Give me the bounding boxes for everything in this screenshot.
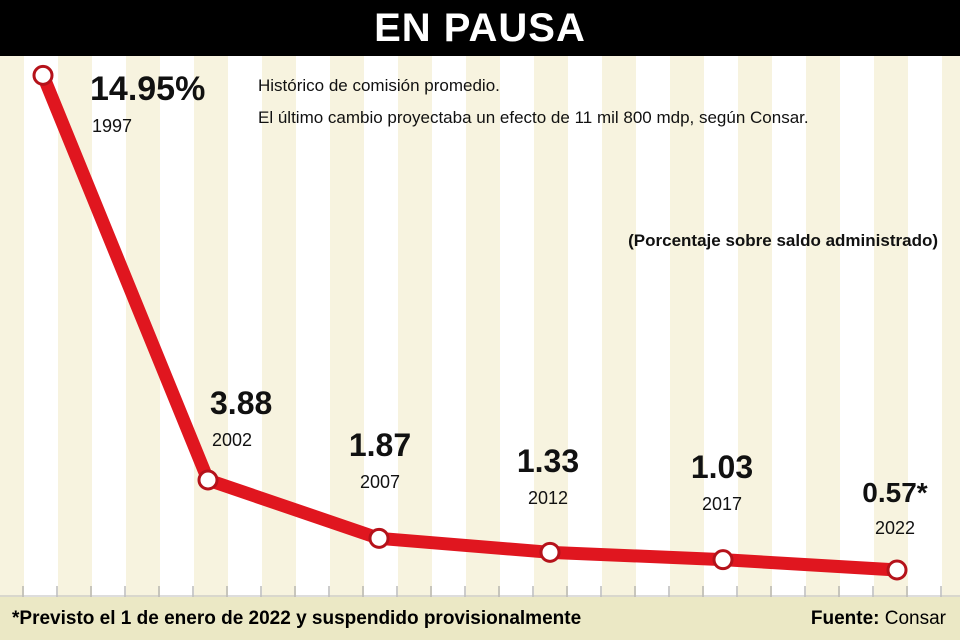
background-stripe — [840, 56, 874, 597]
source: Fuente: Consar — [811, 597, 946, 640]
background-stripe — [738, 56, 772, 597]
background-stripe — [772, 56, 806, 597]
background-stripe — [942, 56, 960, 597]
x-tick-label: 1997 — [92, 116, 132, 136]
background-stripe — [194, 56, 228, 597]
x-tick-label: 2017 — [702, 494, 742, 514]
footer: *Previsto el 1 de enero de 2022 y suspen… — [0, 597, 960, 640]
background-stripe — [874, 56, 908, 597]
data-label: 0.57* — [862, 477, 927, 508]
source-label: Fuente: — [810, 608, 880, 629]
background-stripe — [908, 56, 942, 597]
source-value: Consar — [884, 608, 946, 629]
series-line — [36, 68, 904, 577]
data-label: 1.33 — [517, 443, 579, 479]
background-stripe — [160, 56, 194, 597]
background-stripe — [92, 56, 126, 597]
background-stripe — [602, 56, 636, 597]
background-stripe — [534, 56, 568, 597]
background-stripe — [568, 56, 602, 597]
x-tick-label: 2002 — [212, 430, 252, 450]
data-point — [712, 549, 734, 571]
background-stripe — [432, 56, 466, 597]
data-label: 3.88 — [210, 385, 272, 421]
unit-note: (Porcentaje sobre saldo administrado) — [628, 231, 938, 250]
background-stripe — [670, 56, 704, 597]
background-stripe — [500, 56, 534, 597]
line-chart: 14.95% 1997 3.88 2002 1.87 2007 1.33 2012 1.03 20… — [0, 56, 960, 597]
data-point — [32, 64, 54, 86]
x-tick-label: 2022 — [875, 518, 915, 538]
footnote: *Previsto el 1 de enero de 2022 y suspen… — [12, 608, 582, 629]
x-tick-label: 2007 — [360, 472, 400, 492]
data-label: 14.95% — [90, 70, 205, 108]
background-stripe — [806, 56, 840, 597]
data-point — [539, 541, 561, 563]
data-point — [197, 469, 219, 491]
background-stripe — [262, 56, 296, 597]
data-point — [368, 527, 390, 549]
chart-title: EN PAUSA — [0, 0, 960, 56]
background-stripe — [636, 56, 670, 597]
data-label: 1.87 — [349, 427, 411, 463]
chart-subtitle-2: El último cambio proyectaba un efecto de… — [258, 108, 809, 127]
data-label: 1.03 — [691, 449, 753, 485]
background-stripe — [0, 56, 24, 597]
background-stripe — [364, 56, 398, 597]
chart-subtitle-1: Histórico de comisión promedio. — [258, 76, 500, 95]
background-stripe — [398, 56, 432, 597]
background-stripe — [704, 56, 738, 597]
x-tick-label: 2012 — [528, 488, 568, 508]
background-stripe — [228, 56, 262, 597]
background-stripe — [466, 56, 500, 597]
background-stripe — [330, 56, 364, 597]
background-stripe — [24, 56, 58, 597]
data-point — [886, 559, 908, 581]
